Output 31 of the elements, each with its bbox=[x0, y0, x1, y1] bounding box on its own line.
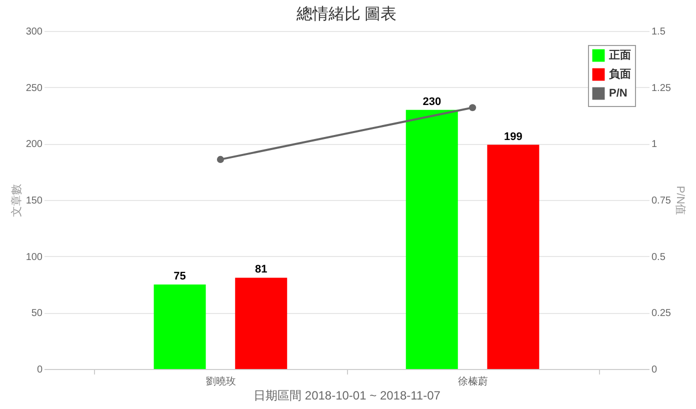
y2-tick-label: 0.5 bbox=[652, 252, 666, 263]
y2-axis-title: P/N值 bbox=[674, 186, 686, 216]
x-tick-label: 徐榛蔚 bbox=[458, 376, 488, 388]
data-label: 230 bbox=[422, 96, 442, 108]
data-label: 81 bbox=[254, 264, 268, 276]
y-tick-label: 0 bbox=[36, 364, 43, 376]
y2-tick-label: 0.75 bbox=[652, 196, 672, 206]
y2-tick-label: 0 bbox=[652, 364, 658, 376]
data-label: 199 bbox=[504, 130, 522, 143]
x-axis-title: 日期區間 2018-10-01 ~ 2018-11-07 bbox=[254, 388, 441, 402]
chart-title: 總情緒比 圖表 bbox=[295, 5, 397, 23]
bar bbox=[154, 284, 206, 369]
x-tick-label: 劉曉玫 bbox=[206, 376, 236, 388]
legend-label: P/N bbox=[609, 88, 628, 100]
legend-label: 負面 bbox=[608, 68, 631, 80]
legend-label: 正面 bbox=[608, 50, 631, 62]
y-axis-title: 文章數 bbox=[10, 184, 23, 217]
bar bbox=[487, 144, 540, 369]
y-tick-label: 200 bbox=[26, 139, 43, 150]
y2-tick-label: 0.25 bbox=[652, 308, 672, 320]
y-tick-label: 300 bbox=[26, 26, 43, 38]
bar bbox=[406, 110, 458, 369]
bar bbox=[235, 278, 288, 369]
y-tick-label: 50 bbox=[31, 308, 43, 320]
y-tick-label: 250 bbox=[26, 82, 43, 94]
y2-tick-label: 1 bbox=[652, 139, 658, 150]
y-tick-label: 100 bbox=[26, 252, 43, 263]
y2-tick-label: 1.25 bbox=[652, 82, 672, 94]
y2-tick-label: 1.5 bbox=[652, 26, 666, 38]
y-tick-label: 150 bbox=[26, 196, 43, 206]
data-label: 75 bbox=[174, 270, 186, 282]
